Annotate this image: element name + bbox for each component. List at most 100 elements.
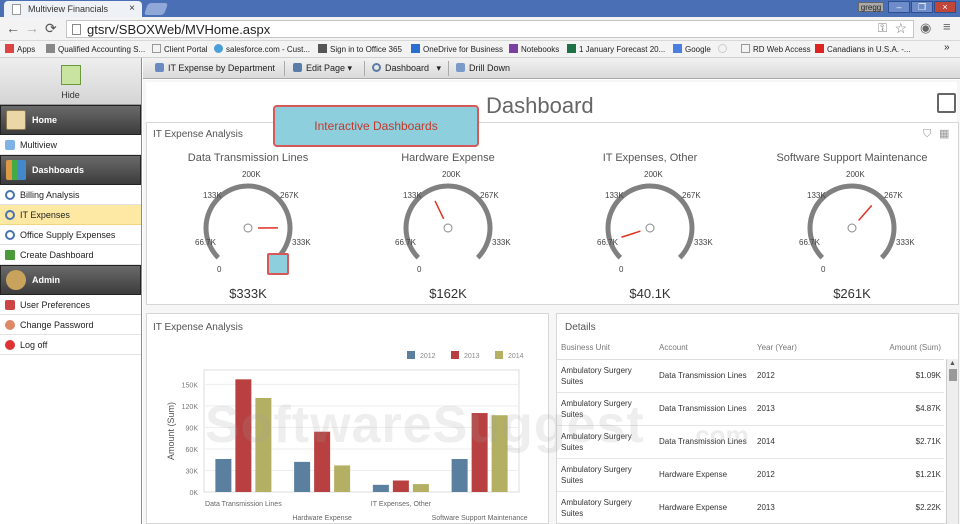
circle-icon [718, 44, 727, 53]
sidebar-item-log-off[interactable]: Log off [0, 335, 141, 355]
gauge-tick-label: 133K [605, 191, 624, 200]
bar[interactable] [372, 484, 389, 492]
header-account[interactable]: Account [655, 337, 753, 360]
close-window-button[interactable]: × [934, 1, 956, 13]
menu-icon[interactable]: ≡ [943, 19, 951, 34]
sidebar-item-create-dashboard[interactable]: Create Dashboard [0, 245, 141, 265]
header-amount[interactable]: Amount (Sum) [849, 337, 944, 360]
cell-account: Hardware Expense [655, 458, 753, 492]
bar[interactable] [491, 415, 508, 492]
extension-icon[interactable]: ◉ [920, 20, 932, 35]
bar[interactable] [255, 397, 272, 492]
drill-down-button[interactable]: Drill Down [456, 63, 510, 73]
gauge-arc [403, 183, 493, 260]
gauge-icon [5, 190, 15, 200]
bar[interactable] [451, 458, 468, 492]
table-row[interactable]: Ambulatory Surgery Suites Data Transmissi… [557, 392, 944, 426]
minimize-button[interactable]: – [888, 1, 910, 13]
hide-label: Hide [61, 90, 80, 100]
table-row[interactable]: Ambulatory Surgery Suites Data Transmissi… [557, 425, 944, 459]
gauge-dial[interactable] [388, 178, 508, 278]
bookmark-item[interactable]: Google [673, 44, 711, 54]
edit-page-button[interactable]: Edit Page ▾ [293, 63, 352, 74]
bar[interactable] [471, 413, 488, 492]
back-icon[interactable]: ← [6, 20, 20, 36]
browser-tab[interactable]: Multiview Financials × [4, 1, 142, 17]
more-bookmarks[interactable]: » [944, 42, 950, 53]
gauge-needle [621, 230, 641, 238]
gauge-dial[interactable] [590, 178, 710, 278]
sidebar-item-office-supply[interactable]: Office Supply Expenses [0, 225, 141, 245]
sidebar-item-it-expenses[interactable]: IT Expenses [0, 205, 141, 225]
gauge-icon [5, 210, 15, 220]
sidebar-item-multiview[interactable]: Multiview [0, 135, 141, 155]
page-icon [741, 44, 750, 53]
gauge-dial[interactable] [792, 178, 912, 278]
section-admin[interactable]: Admin [0, 265, 141, 295]
gauge-panel-title: IT Expense Analysis [153, 129, 243, 140]
sidebar-item-user-preferences[interactable]: User Preferences [0, 295, 141, 315]
multiview-icon [5, 140, 15, 150]
dashboard-menu-button[interactable]: Dashboard ▾ [372, 63, 441, 74]
bookmark-item[interactable]: Client Portal [152, 44, 208, 54]
user-badge[interactable]: gregg [858, 2, 884, 12]
gauge-tick-label: 133K [403, 191, 422, 200]
drill-down-icon [456, 63, 465, 72]
section-dashboards[interactable]: Dashboards [0, 155, 141, 185]
gauge-dial[interactable] [188, 178, 308, 278]
table-row[interactable]: Ambulatory Surgery Suites Hardware Expens… [557, 458, 944, 492]
table-row[interactable]: Ambulatory Surgery Suites Hardware Expens… [557, 491, 944, 524]
restore-button[interactable]: ❐ [911, 1, 933, 13]
gauge-needle [434, 200, 445, 220]
scroll-thumb[interactable] [949, 369, 957, 381]
bookmark-item[interactable]: 1 January Forecast 20... [567, 44, 665, 54]
reload-icon[interactable]: ⟳ [45, 20, 57, 36]
hide-sidebar-button[interactable]: Hide [0, 58, 141, 105]
cell-business-unit: Ambulatory Surgery Suites [557, 491, 655, 524]
details-scrollbar[interactable]: ▲ [946, 359, 958, 524]
bar[interactable] [412, 484, 429, 492]
bookmark-item[interactable]: Canadians in U.S.A. -... [815, 44, 911, 54]
header-business-unit[interactable]: Business Unit [557, 337, 655, 360]
bar[interactable] [392, 480, 409, 492]
bookmark-item[interactable] [718, 44, 730, 54]
export-icon[interactable] [937, 93, 956, 113]
bar[interactable] [235, 379, 252, 492]
admin-gear-icon [6, 270, 26, 290]
cell-year: 2013 [753, 491, 849, 524]
bar[interactable] [215, 458, 232, 492]
department-icon [155, 63, 164, 72]
scroll-up-icon[interactable]: ▲ [949, 360, 956, 367]
header-year[interactable]: Year (Year) [753, 337, 849, 360]
details-table: Business Unit Account Year (Year) Amount… [557, 337, 944, 524]
star-icon[interactable]: ☆ [894, 20, 907, 36]
department-button[interactable]: IT Expense by Department [155, 63, 275, 73]
close-icon [5, 340, 15, 350]
bookmark-item[interactable]: Qualified Accounting S... [46, 44, 145, 54]
key-icon[interactable]: ⚿ [877, 21, 887, 35]
section-home[interactable]: Home [0, 105, 141, 135]
bookmark-apps[interactable]: Apps [5, 44, 35, 54]
office-icon [318, 44, 327, 53]
sidebar-item-billing-analysis[interactable]: Billing Analysis [0, 185, 141, 205]
bookmark-item[interactable]: Sign in to Office 365 [318, 44, 402, 54]
chevron-down-icon: ▾ [436, 63, 442, 73]
bookmark-item[interactable]: Notebooks [509, 44, 559, 54]
sidebar-item-change-password[interactable]: Change Password [0, 315, 141, 335]
layout-icon[interactable]: ▦ [939, 128, 950, 140]
bar[interactable] [294, 461, 311, 492]
url-input[interactable]: gtsrv/SBOXWeb/MVHome.aspx ⚿ ☆ [66, 20, 914, 38]
bar[interactable] [314, 431, 331, 492]
gauge-tick-label: 66.7K [597, 238, 618, 247]
tab-close-icon[interactable]: × [129, 3, 135, 14]
bookmark-item[interactable]: salesforce.com - Cust... [214, 44, 310, 54]
bookmark-item[interactable]: RD Web Access [741, 44, 811, 54]
bookmark-item[interactable]: OneDrive for Business [411, 44, 503, 54]
forward-icon[interactable]: → [25, 20, 39, 36]
bar[interactable] [334, 465, 351, 492]
new-tab-button[interactable] [143, 3, 169, 15]
filter-icon[interactable]: ⛉ [923, 128, 932, 140]
url-text: gtsrv/SBOXWeb/MVHome.aspx [87, 22, 271, 37]
table-row[interactable]: Ambulatory Surgery Suites Data Transmissi… [557, 359, 944, 393]
x-tick-label: IT Expenses, Other [371, 501, 432, 508]
